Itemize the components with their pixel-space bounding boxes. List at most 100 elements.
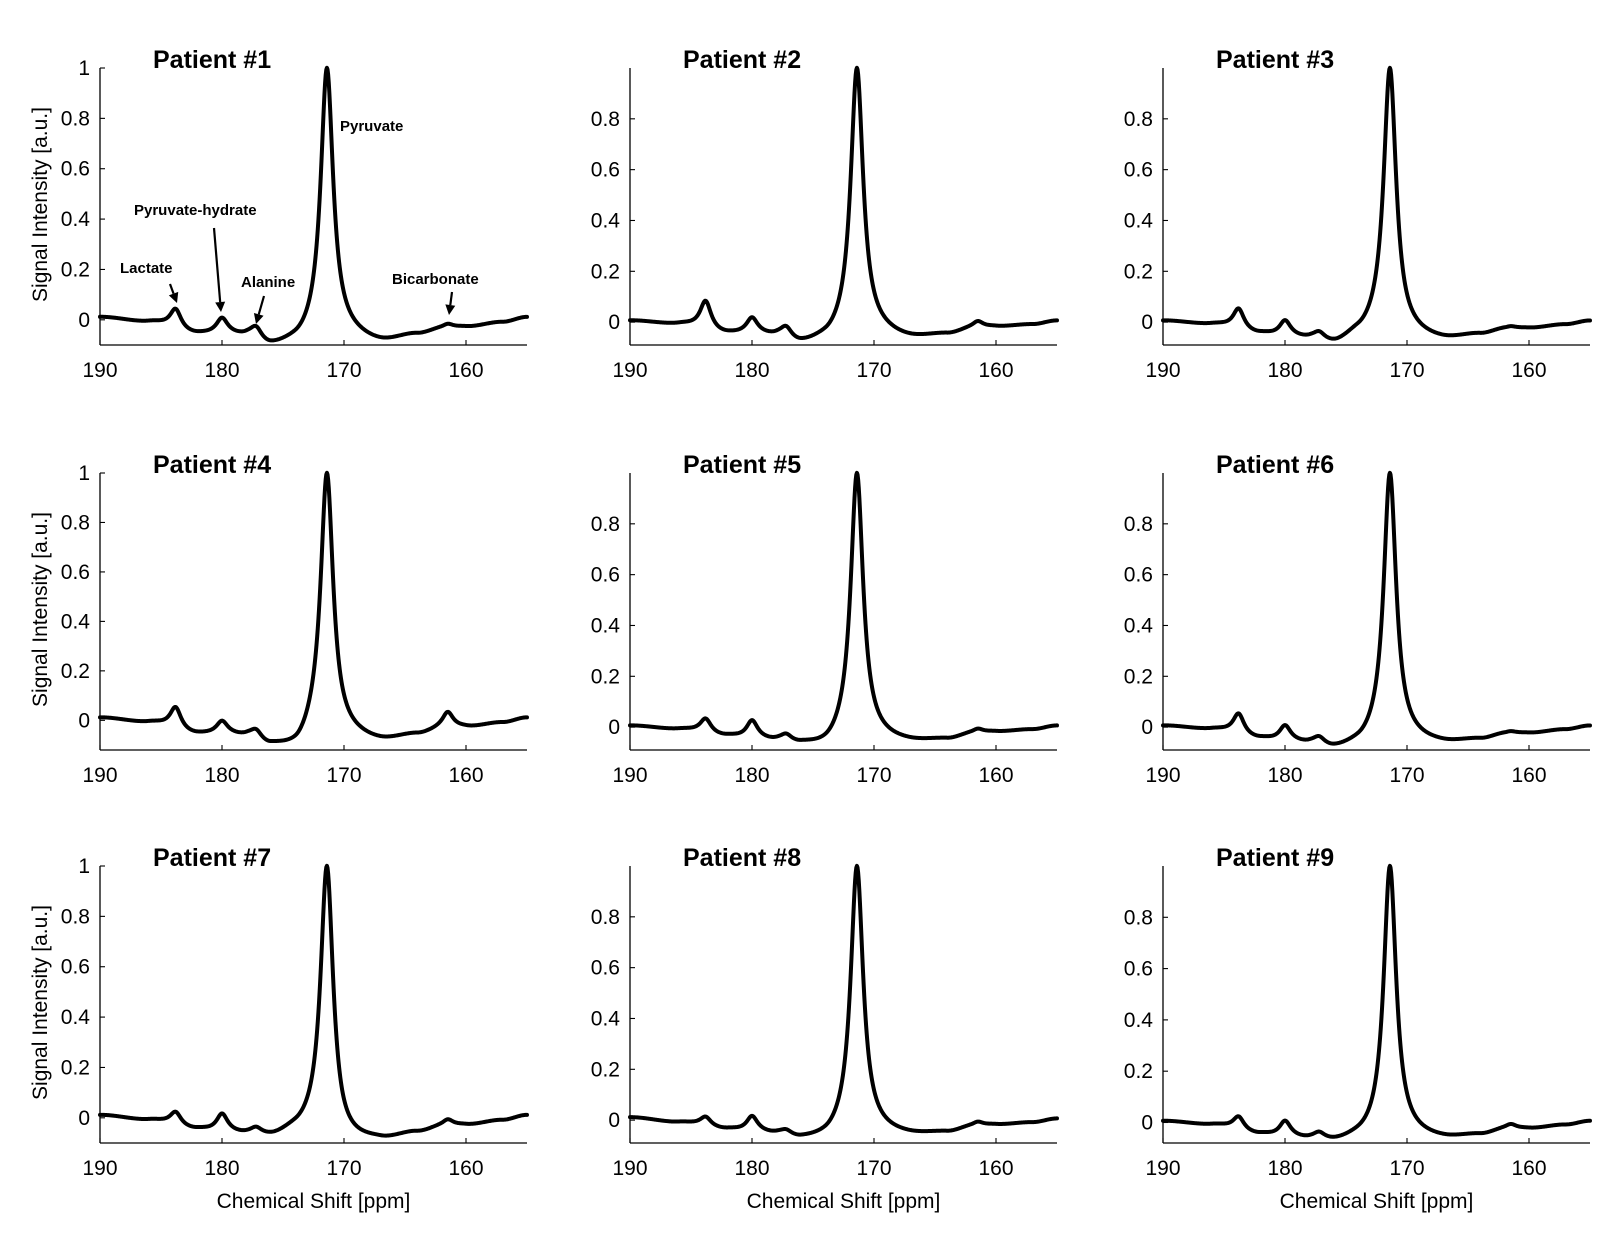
y-tick-label: 0.2 [591,665,620,688]
x-tick-label: 180 [204,1157,239,1180]
y-tick-label: 0.2 [1124,665,1153,688]
x-tick-label: 170 [326,1157,361,1180]
x-tick-label: 170 [1389,359,1424,382]
x-tick-label: 190 [82,359,117,382]
x-tick-label: 170 [856,1157,891,1180]
y-tick-label: 0.4 [591,614,621,637]
y-tick-label: 0.4 [1124,1009,1154,1032]
annotation-pyruvate-hydrate: Pyruvate-hydrate [134,202,257,219]
x-tick-label: 160 [978,764,1013,787]
x-axis-title: Chemical Shift [ppm] [1280,1190,1474,1213]
annotation-arrow-head [445,304,456,315]
y-tick-label: 0 [1141,1111,1153,1134]
y-tick-label: 0.8 [1124,906,1153,929]
panel-title: Patient #9 [1216,844,1334,872]
y-tick-label: 0.6 [1124,564,1153,587]
y-tick-label: 0 [608,311,620,334]
x-axis-title: Chemical Shift [ppm] [217,1190,411,1213]
y-tick-label: 0.8 [61,107,90,130]
panel-title: Patient #7 [153,844,271,872]
x-tick-label: 160 [1511,764,1546,787]
annotation-arrow [212,227,222,303]
y-tick-label: 0.6 [591,159,620,182]
y-tick-label: 0.6 [1124,159,1153,182]
panel-title: Patient #6 [1216,451,1334,479]
spectrum-line [628,470,1059,742]
x-tick-label: 160 [978,1157,1013,1180]
x-tick-label: 170 [1389,764,1424,787]
panel-7: 1 0.8 0.6 0.4 0.2 0 190 180 170 160 Patient #7 Sign… [29,844,529,1213]
y-tick-label: 0.8 [61,905,90,928]
y-tick-label: 0 [78,309,90,332]
y-tick-label: 0.8 [591,108,620,131]
y-tick-label: 0.4 [1124,209,1154,232]
x-tick-label: 170 [326,764,361,787]
panel-1: 1 0.8 0.6 0.4 0.2 0 190 180 170 160 Patient #1 Sign… [29,46,529,382]
x-tick-label: 180 [204,764,239,787]
spectrum-line [98,65,529,343]
y-tick-label: 0.2 [61,660,90,683]
y-tick-label: 0.2 [61,258,90,281]
panel-8: 0.8 0.6 0.4 0.2 0 190 180 170 160 Patient #8 Chemi… [591,844,1059,1213]
y-tick-label: 0 [608,1109,620,1132]
annotation-bicarbonate: Bicarbonate [392,271,479,288]
y-tick-label: 0 [1141,311,1153,334]
x-tick-label: 170 [326,359,361,382]
y-tick-label: 0.6 [591,957,620,980]
x-tick-label: 180 [204,359,239,382]
y-tick-label: 0.2 [591,260,620,283]
x-axis-title: Chemical Shift [ppm] [747,1190,941,1213]
panel-title: Patient #2 [683,46,801,74]
x-tick-label: 190 [1145,764,1180,787]
y-tick-label: 0.4 [591,1007,621,1030]
y-tick-label: 1 [78,57,90,80]
y-axis-title: Signal Intensity [a.u.] [29,905,52,1100]
x-tick-label: 190 [612,359,647,382]
x-tick-label: 170 [1389,1157,1424,1180]
y-tick-label: 0.6 [61,956,90,979]
spectrum-line [1161,863,1592,1139]
y-tick-label: 0.8 [591,906,620,929]
panel-6: 0.8 0.6 0.4 0.2 0 190 180 170 160 Patient #6 [1124,451,1592,787]
y-tick-label: 0.4 [61,610,91,633]
spectrum-line [98,470,529,744]
panel-4: 1 0.8 0.6 0.4 0.2 0 190 180 170 160 Patient #4 Sign… [29,451,529,787]
x-tick-label: 180 [1267,359,1302,382]
y-tick-label: 0.4 [591,209,621,232]
panel-title: Patient #8 [683,844,801,872]
y-tick-label: 0.6 [1124,958,1153,981]
y-tick-label: 0 [78,709,90,732]
annotation-arrow [449,291,454,306]
y-tick-label: 0.2 [61,1056,90,1079]
y-tick-label: 0.2 [1124,260,1153,283]
spectrum-line [628,65,1059,340]
spectrum-line [628,863,1059,1137]
y-tick-label: 0.6 [61,158,90,181]
panel-3: 0.8 0.6 0.4 0.2 0 190 180 170 160 Patient #3 [1124,46,1592,382]
spectrum-line [98,863,529,1138]
x-tick-label: 190 [82,764,117,787]
annotation-arrow-head [168,291,179,303]
annotation-pyruvate: Pyruvate [340,118,403,135]
x-tick-label: 160 [1511,1157,1546,1180]
y-tick-label: 0.8 [1124,108,1153,131]
y-tick-label: 0.4 [61,208,91,231]
x-tick-label: 190 [82,1157,117,1180]
y-tick-label: 0 [1141,716,1153,739]
y-tick-label: 0.4 [61,1006,91,1029]
y-tick-label: 0.8 [1124,513,1153,536]
y-tick-label: 0.6 [61,561,90,584]
x-tick-label: 170 [856,359,891,382]
x-tick-label: 160 [448,764,483,787]
x-tick-label: 180 [1267,764,1302,787]
annotation-arrow [257,295,266,315]
x-tick-label: 180 [1267,1157,1302,1180]
y-tick-label: 0 [78,1107,90,1130]
panel-5: 0.8 0.6 0.4 0.2 0 190 180 170 160 Patient #5 [591,451,1059,787]
y-tick-label: 0.2 [591,1058,620,1081]
y-axis-title: Signal Intensity [a.u.] [29,512,52,707]
y-tick-label: 0.6 [591,564,620,587]
x-tick-label: 180 [734,1157,769,1180]
y-tick-label: 0.8 [61,511,90,534]
